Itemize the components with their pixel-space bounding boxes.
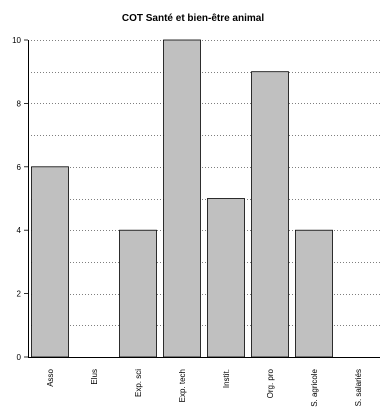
axes [24,39,380,358]
bars [31,39,333,358]
x-tick-label: Org. pro [266,368,275,398]
bar [295,229,333,358]
y-tick-label: 2 [17,290,22,299]
x-tick-label: Exp. tech [178,369,187,402]
y-tick-label: 10 [12,36,21,45]
bar [251,71,289,358]
x-tick-label: Asso [46,368,55,386]
chart-title: COT Santé et bien-être animal [121,13,265,24]
bar [207,198,245,358]
y-tick-label: 4 [17,226,22,235]
tick-labels: Asso Elus Exp. sci Exp. tech Instit. Org. pro… [12,36,363,407]
bar [163,39,201,358]
y-tick-label: 6 [17,163,22,172]
y-tick-label: 8 [17,99,22,108]
x-tick-label: Exp. sci [134,369,143,397]
bar [119,229,157,358]
x-tick-label: Instit. [222,369,231,388]
x-tick-label: Elus [90,369,99,385]
y-tick-label: 0 [17,353,22,362]
x-tick-label: S. agricole [310,368,319,406]
x-tick-label: S. salariés [354,369,363,406]
bar [31,166,69,358]
